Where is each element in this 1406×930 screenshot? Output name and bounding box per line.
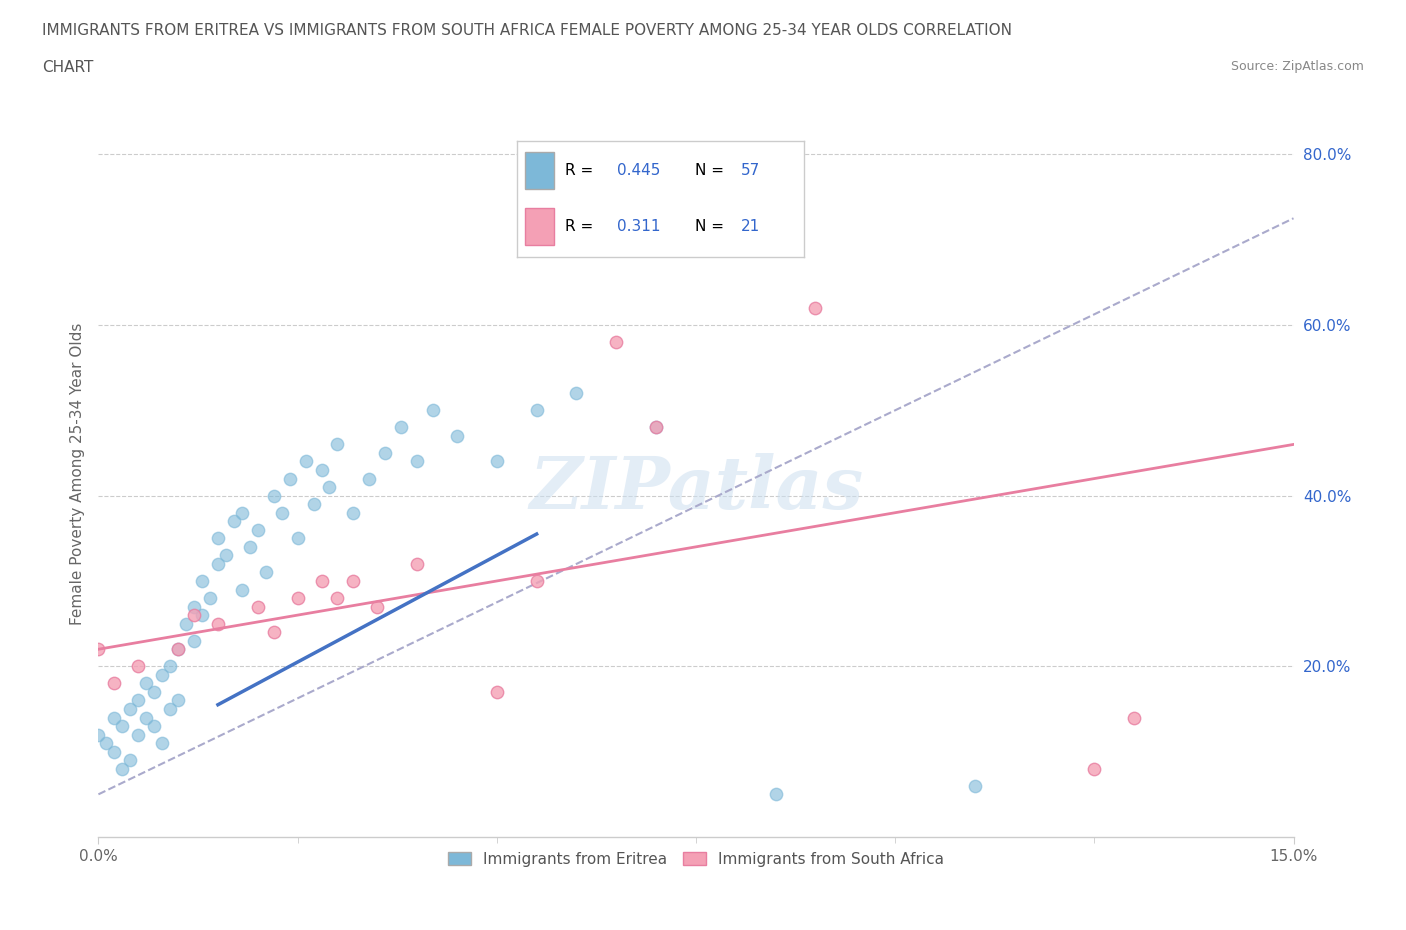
Point	[183, 633, 205, 648]
Point	[485, 684, 508, 699]
Point	[207, 556, 229, 571]
Text: Source: ZipAtlas.com: Source: ZipAtlas.com	[1230, 60, 1364, 73]
Point	[143, 684, 166, 699]
Point	[87, 727, 110, 742]
Point	[215, 548, 238, 563]
Text: ZIPatlas: ZIPatlas	[529, 453, 863, 525]
Point	[406, 454, 429, 469]
Point	[159, 701, 181, 716]
Legend: Immigrants from Eritrea, Immigrants from South Africa: Immigrants from Eritrea, Immigrants from…	[441, 845, 950, 873]
Point	[222, 513, 245, 528]
Point	[1083, 762, 1105, 777]
Point	[207, 531, 229, 546]
Point	[359, 472, 381, 486]
Point	[246, 599, 269, 614]
Point	[302, 497, 325, 512]
Point	[645, 420, 668, 435]
Point	[645, 420, 668, 435]
Point	[485, 454, 508, 469]
Point	[422, 403, 444, 418]
Y-axis label: Female Poverty Among 25-34 Year Olds: Female Poverty Among 25-34 Year Olds	[69, 323, 84, 626]
Point	[446, 429, 468, 444]
Point	[127, 693, 149, 708]
Point	[287, 531, 309, 546]
Point	[366, 599, 388, 614]
Point	[198, 591, 221, 605]
Point	[135, 711, 157, 725]
Point	[311, 462, 333, 477]
Point	[96, 736, 118, 751]
Point	[287, 591, 309, 605]
Point	[263, 488, 285, 503]
Point	[183, 607, 205, 622]
Point	[135, 676, 157, 691]
Point	[167, 642, 190, 657]
Point	[127, 658, 149, 673]
Point	[311, 574, 333, 589]
Point	[174, 617, 197, 631]
Point	[1123, 711, 1146, 725]
Point	[605, 335, 627, 350]
Point	[231, 582, 253, 597]
Point	[326, 437, 349, 452]
Point	[231, 505, 253, 520]
Text: CHART: CHART	[42, 60, 94, 75]
Point	[87, 642, 110, 657]
Point	[191, 574, 214, 589]
Point	[207, 617, 229, 631]
Point	[765, 787, 787, 802]
Point	[159, 658, 181, 673]
Point	[318, 480, 340, 495]
Text: IMMIGRANTS FROM ERITREA VS IMMIGRANTS FROM SOUTH AFRICA FEMALE POVERTY AMONG 25-: IMMIGRANTS FROM ERITREA VS IMMIGRANTS FR…	[42, 23, 1012, 38]
Point	[111, 719, 134, 734]
Point	[127, 727, 149, 742]
Point	[103, 676, 125, 691]
Point	[278, 472, 301, 486]
Point	[263, 625, 285, 640]
Point	[526, 574, 548, 589]
Point	[342, 505, 364, 520]
Point	[191, 607, 214, 622]
Point	[389, 420, 412, 435]
Point	[120, 701, 142, 716]
Point	[246, 523, 269, 538]
Point	[167, 642, 190, 657]
Point	[120, 752, 142, 767]
Point	[342, 574, 364, 589]
Point	[326, 591, 349, 605]
Point	[963, 778, 986, 793]
Point	[239, 539, 262, 554]
Point	[183, 599, 205, 614]
Point	[143, 719, 166, 734]
Point	[103, 744, 125, 759]
Point	[103, 711, 125, 725]
Point	[167, 693, 190, 708]
Point	[150, 668, 173, 683]
Point	[294, 454, 316, 469]
Point	[254, 565, 277, 580]
Point	[111, 762, 134, 777]
Point	[374, 445, 396, 460]
Point	[150, 736, 173, 751]
Point	[526, 403, 548, 418]
Point	[406, 556, 429, 571]
Point	[565, 386, 588, 401]
Point	[270, 505, 292, 520]
Point	[804, 300, 827, 315]
